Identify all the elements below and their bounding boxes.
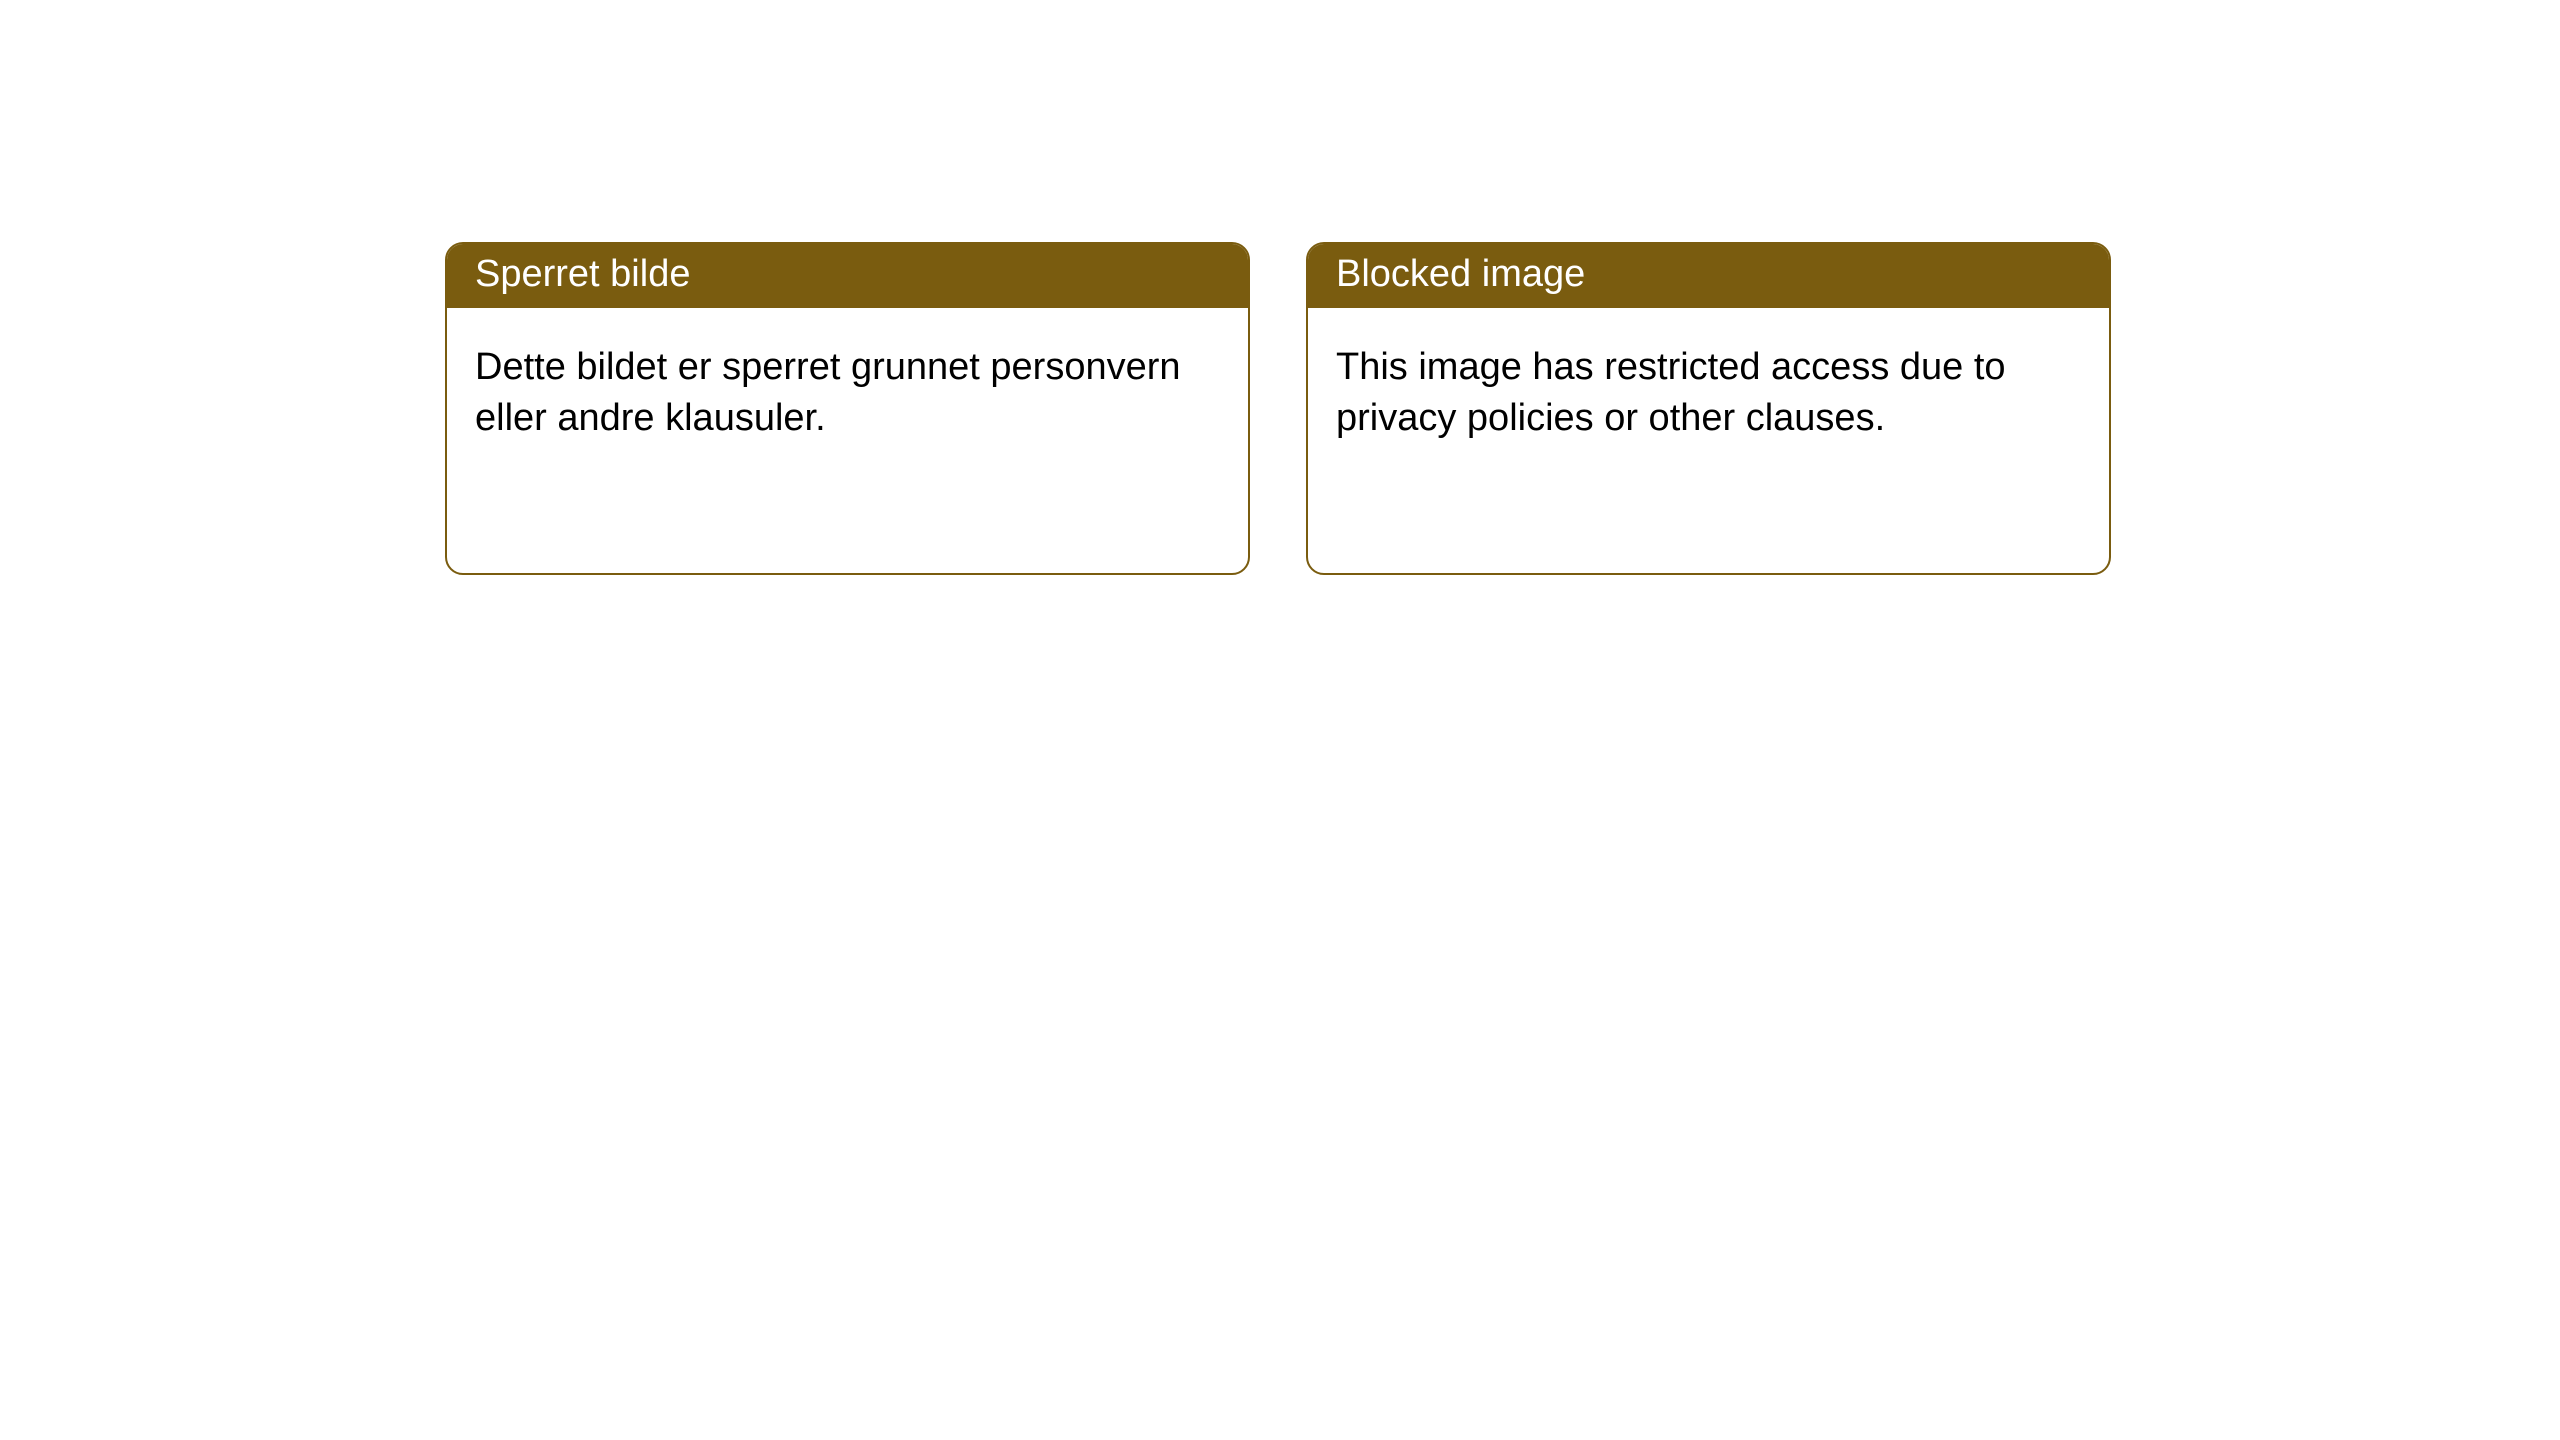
notice-box-english: Blocked image This image has restricted … (1306, 242, 2111, 575)
notice-title: Blocked image (1336, 253, 1585, 295)
notice-body-text: This image has restricted access due to … (1336, 346, 2006, 439)
notice-body-text: Dette bildet er sperret grunnet personve… (475, 346, 1181, 439)
notices-container: Sperret bilde Dette bildet er sperret gr… (0, 0, 2560, 575)
notice-header: Sperret bilde (447, 244, 1248, 308)
notice-body: Dette bildet er sperret grunnet personve… (447, 308, 1248, 479)
notice-body: This image has restricted access due to … (1308, 308, 2109, 479)
notice-header: Blocked image (1308, 244, 2109, 308)
notice-box-norwegian: Sperret bilde Dette bildet er sperret gr… (445, 242, 1250, 575)
notice-title: Sperret bilde (475, 253, 690, 295)
